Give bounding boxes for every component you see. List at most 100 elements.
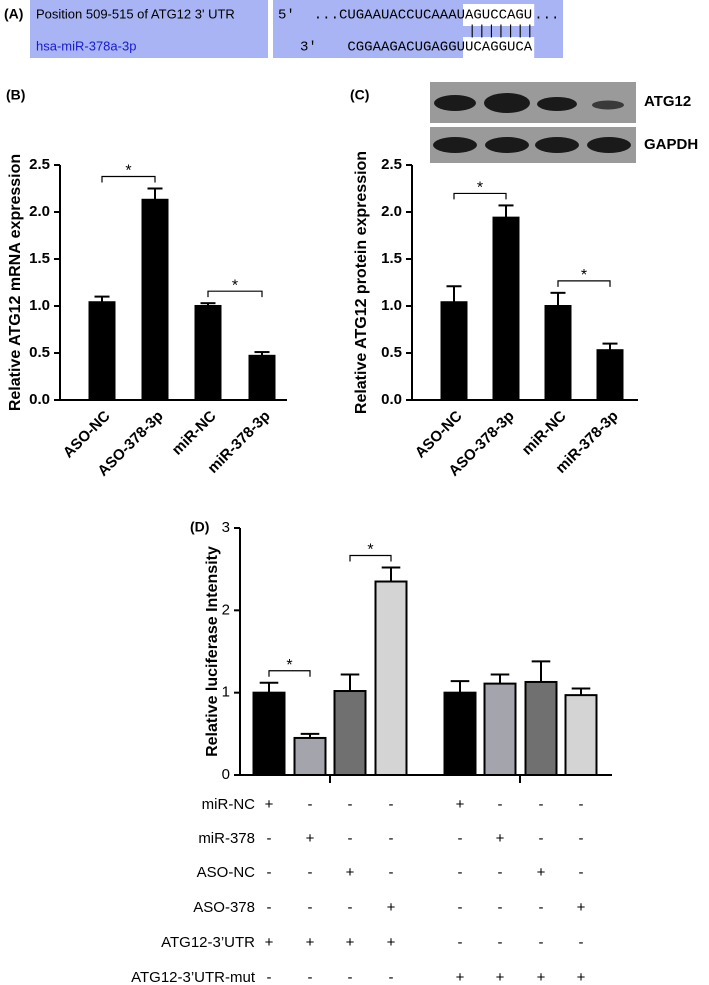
significance-bracket — [557, 280, 611, 287]
y-tick-label: 2.5 — [29, 156, 50, 173]
y-tick-label: 1.0 — [29, 297, 50, 314]
x-tick-label: ASO-NC — [60, 408, 114, 462]
condition-mark: - — [498, 899, 503, 916]
bar — [194, 305, 222, 401]
site-highlight — [463, 37, 535, 58]
condition-mark: + — [265, 934, 274, 951]
condition-mark: + — [265, 796, 274, 813]
bar — [333, 690, 367, 777]
condition-label: ATG12-3’UTR — [161, 934, 255, 951]
bar — [544, 305, 572, 401]
significance-bracket — [207, 290, 263, 298]
sequence-site: AGUCCAGU — [465, 8, 532, 24]
sequence: ...CUGAAUACCUCAAAU — [314, 8, 465, 24]
condition-mark: - — [348, 899, 353, 916]
condition-mark: - — [458, 934, 463, 951]
panel-label: (D) — [190, 519, 209, 535]
condition-mark: - — [579, 796, 584, 813]
bar — [248, 354, 276, 402]
condition-label: ASO-NC — [197, 864, 256, 881]
alignment-box — [30, 0, 268, 58]
significance-bracket — [453, 192, 507, 200]
sequence: CGGAAGACUGAGGU — [347, 40, 465, 56]
condition-mark: - — [267, 969, 272, 985]
condition-mark: + — [577, 899, 586, 916]
y-tick-label: 1.5 — [381, 250, 402, 267]
bar — [492, 216, 520, 401]
condition-mark: - — [539, 934, 544, 951]
significance-label: * — [581, 267, 587, 284]
condition-mark: - — [308, 969, 313, 985]
condition-mark: + — [306, 934, 315, 951]
condition-mark: - — [389, 830, 394, 847]
bar — [141, 198, 169, 401]
condition-mark: - — [539, 830, 544, 847]
condition-mark: - — [348, 969, 353, 985]
condition-mark: - — [389, 969, 394, 985]
y-tick-label: 0.5 — [381, 344, 402, 361]
condition-mark: + — [496, 969, 505, 985]
y-tick-label: 1 — [222, 684, 230, 701]
x-tick-label: miR-NC — [169, 407, 220, 458]
bar — [596, 349, 624, 401]
condition-mark: + — [346, 864, 355, 881]
alignment-label: Position 509-515 of ATG12 3' UTR — [36, 6, 235, 21]
bar — [252, 691, 286, 777]
condition-mark: - — [308, 899, 313, 916]
strand-end: 3' — [300, 40, 317, 56]
condition-mark: - — [348, 796, 353, 813]
condition-mark: + — [387, 899, 396, 916]
strand-end: 5' — [278, 8, 295, 24]
significance-bracket — [268, 670, 311, 677]
condition-mark: + — [306, 830, 315, 847]
condition-mark: + — [537, 969, 546, 985]
bar — [443, 691, 477, 777]
y-axis-title: Relative ATG12 mRNA expression — [7, 154, 24, 411]
bar — [564, 694, 598, 776]
condition-mark: - — [389, 796, 394, 813]
bar — [524, 680, 558, 776]
significance-label: * — [477, 180, 483, 197]
significance-label: * — [286, 657, 292, 674]
condition-mark: - — [579, 830, 584, 847]
condition-mark: - — [539, 796, 544, 813]
condition-mark: - — [498, 796, 503, 813]
sequence: ... — [534, 8, 559, 24]
condition-mark: + — [346, 934, 355, 951]
condition-mark: + — [387, 934, 396, 951]
blot-bands — [433, 93, 631, 153]
bar — [293, 736, 327, 777]
condition-mark: - — [539, 899, 544, 916]
panel-label: (B) — [6, 87, 25, 103]
condition-mark: - — [308, 796, 313, 813]
site-highlight — [463, 4, 535, 26]
sequence-site: UCAGGUCA — [465, 40, 533, 56]
base-pairs: ||||||| — [468, 24, 535, 40]
y-tick-label: 3 — [222, 519, 230, 536]
bar — [88, 301, 116, 401]
significance-bracket — [101, 175, 156, 183]
condition-mark: + — [456, 796, 465, 813]
condition-mark: - — [498, 864, 503, 881]
condition-mark: + — [456, 969, 465, 985]
panel-label: (A) — [4, 6, 23, 22]
significance-label: * — [232, 277, 238, 294]
condition-mark: - — [498, 934, 503, 951]
y-tick-label: 2.0 — [381, 203, 402, 220]
condition-mark: - — [308, 864, 313, 881]
y-tick-label: 2.5 — [381, 156, 402, 173]
y-axis-title: Relative luciferase Intensity — [204, 546, 221, 757]
condition-mark: - — [458, 830, 463, 847]
y-tick-label: 1.5 — [29, 250, 50, 267]
bar — [483, 682, 517, 776]
bar — [440, 301, 468, 401]
condition-label: ATG12-3’UTR-mut — [131, 969, 256, 985]
condition-mark: + — [577, 969, 586, 985]
condition-mark: - — [348, 830, 353, 847]
condition-label: miR-378 — [198, 830, 255, 847]
panel-label: (C) — [350, 87, 369, 103]
condition-mark: + — [496, 830, 505, 847]
y-tick-label: 2.0 — [29, 203, 50, 220]
significance-bracket — [349, 554, 392, 562]
